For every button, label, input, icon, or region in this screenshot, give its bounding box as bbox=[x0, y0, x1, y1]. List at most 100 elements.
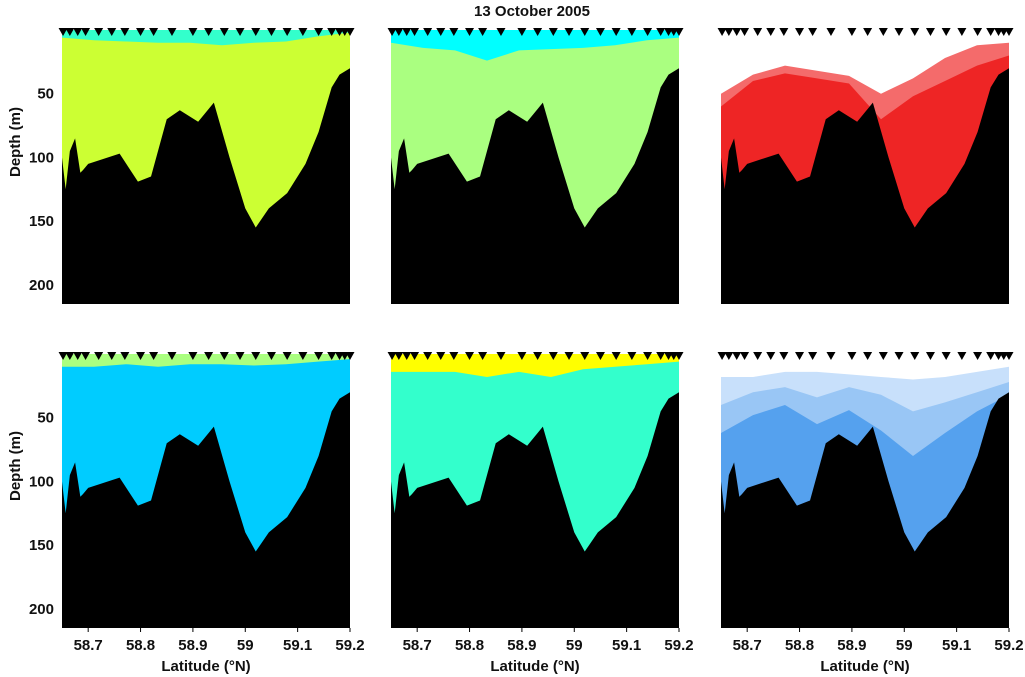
station-marker bbox=[847, 352, 857, 360]
station-marker bbox=[496, 28, 506, 36]
station-marker bbox=[724, 352, 734, 360]
station-marker bbox=[986, 352, 996, 360]
station-marker bbox=[656, 28, 666, 36]
station-marker bbox=[251, 352, 261, 360]
station-marker bbox=[925, 28, 935, 36]
station-marker bbox=[517, 28, 527, 36]
station-marker bbox=[410, 352, 420, 360]
station-marker bbox=[394, 28, 404, 36]
station-marker bbox=[387, 352, 397, 360]
station-marker bbox=[402, 352, 412, 360]
station-marker bbox=[266, 28, 276, 36]
station-marker bbox=[81, 352, 91, 360]
station-marker bbox=[847, 28, 857, 36]
y-tick-label: 50 bbox=[37, 410, 54, 427]
x-axis-label: Latitude (°N) bbox=[161, 658, 250, 675]
seabed-bathymetry bbox=[721, 392, 1009, 628]
station-marker bbox=[81, 28, 91, 36]
station-marker bbox=[580, 28, 590, 36]
station-marker bbox=[314, 352, 324, 360]
y-tick-label: 100 bbox=[29, 149, 54, 166]
x-tick-label: 59 bbox=[237, 637, 254, 654]
station-marker bbox=[808, 28, 818, 36]
station-marker bbox=[826, 352, 836, 360]
station-marker bbox=[740, 28, 750, 36]
station-marker bbox=[251, 28, 261, 36]
station-marker bbox=[314, 28, 324, 36]
x-tick-label: 58.7 bbox=[403, 637, 432, 654]
panel-r1c1: 50 100 150 200 Depth (m) bbox=[7, 28, 355, 304]
station-marker bbox=[925, 352, 935, 360]
x-tick-label: 59.1 bbox=[942, 637, 971, 654]
x-tick-label: 59.2 bbox=[994, 637, 1023, 654]
y-tick-label: 200 bbox=[29, 277, 54, 294]
station-marker bbox=[219, 352, 229, 360]
station-marker bbox=[120, 352, 130, 360]
station-marker bbox=[423, 28, 433, 36]
x-tick-label: 58.8 bbox=[785, 637, 814, 654]
figure-title: 13 October 2005 bbox=[474, 3, 590, 20]
station-marker bbox=[753, 352, 763, 360]
station-marker bbox=[863, 28, 873, 36]
station-marker bbox=[94, 28, 104, 36]
panel-r1c2 bbox=[387, 28, 684, 304]
station-marker bbox=[478, 352, 488, 360]
station-marker bbox=[941, 352, 951, 360]
station-marker bbox=[779, 28, 789, 36]
station-marker bbox=[611, 352, 621, 360]
station-marker bbox=[436, 352, 446, 360]
station-marker bbox=[878, 352, 888, 360]
station-marker bbox=[65, 28, 75, 36]
y-tick-label: 50 bbox=[37, 86, 54, 103]
x-tick-label: 59.2 bbox=[664, 637, 693, 654]
x-axis-label: Latitude (°N) bbox=[490, 658, 579, 675]
station-marker bbox=[732, 28, 742, 36]
station-marker bbox=[423, 352, 433, 360]
station-marker bbox=[548, 28, 558, 36]
y-tick-label: 150 bbox=[29, 537, 54, 554]
station-marker bbox=[496, 352, 506, 360]
y-tick-label: 100 bbox=[29, 473, 54, 490]
station-marker bbox=[58, 352, 68, 360]
station-marker bbox=[732, 352, 742, 360]
station-marker bbox=[465, 352, 475, 360]
station-marker bbox=[795, 28, 805, 36]
station-marker bbox=[766, 28, 776, 36]
station-marker bbox=[517, 352, 527, 360]
station-marker bbox=[643, 28, 653, 36]
station-marker bbox=[282, 28, 292, 36]
station-marker bbox=[548, 352, 558, 360]
station-marker bbox=[167, 28, 177, 36]
station-marker bbox=[73, 28, 83, 36]
station-marker bbox=[863, 352, 873, 360]
panel-r2c3: 58.7 58.8 58.9 59 59.1 59.2 Latitude (°N) bbox=[717, 352, 1024, 675]
station-marker bbox=[65, 352, 75, 360]
x-tick-label: 58.7 bbox=[733, 637, 762, 654]
station-marker bbox=[878, 28, 888, 36]
x-tick-label: 59.2 bbox=[335, 637, 364, 654]
station-marker bbox=[345, 352, 355, 360]
station-marker bbox=[410, 28, 420, 36]
station-marker bbox=[826, 28, 836, 36]
seabed-bathymetry bbox=[721, 68, 1009, 304]
station-marker bbox=[1004, 28, 1014, 36]
station-marker bbox=[58, 28, 68, 36]
x-tick-label: 59.1 bbox=[283, 637, 312, 654]
station-marker bbox=[910, 28, 920, 36]
x-tick-label: 58.9 bbox=[178, 637, 207, 654]
station-marker bbox=[611, 28, 621, 36]
station-marker bbox=[436, 28, 446, 36]
station-marker bbox=[766, 352, 776, 360]
station-marker bbox=[957, 352, 967, 360]
station-marker bbox=[188, 28, 198, 36]
station-marker bbox=[973, 28, 983, 36]
station-marker bbox=[627, 352, 637, 360]
y-axis-label: Depth (m) bbox=[7, 431, 24, 501]
y-tick-label: 150 bbox=[29, 213, 54, 230]
x-tick-label: 59 bbox=[566, 637, 583, 654]
seabed-bathymetry bbox=[62, 68, 350, 304]
station-marker bbox=[136, 28, 146, 36]
station-marker bbox=[107, 352, 117, 360]
station-marker bbox=[564, 352, 574, 360]
panel-r1c3 bbox=[717, 28, 1014, 304]
